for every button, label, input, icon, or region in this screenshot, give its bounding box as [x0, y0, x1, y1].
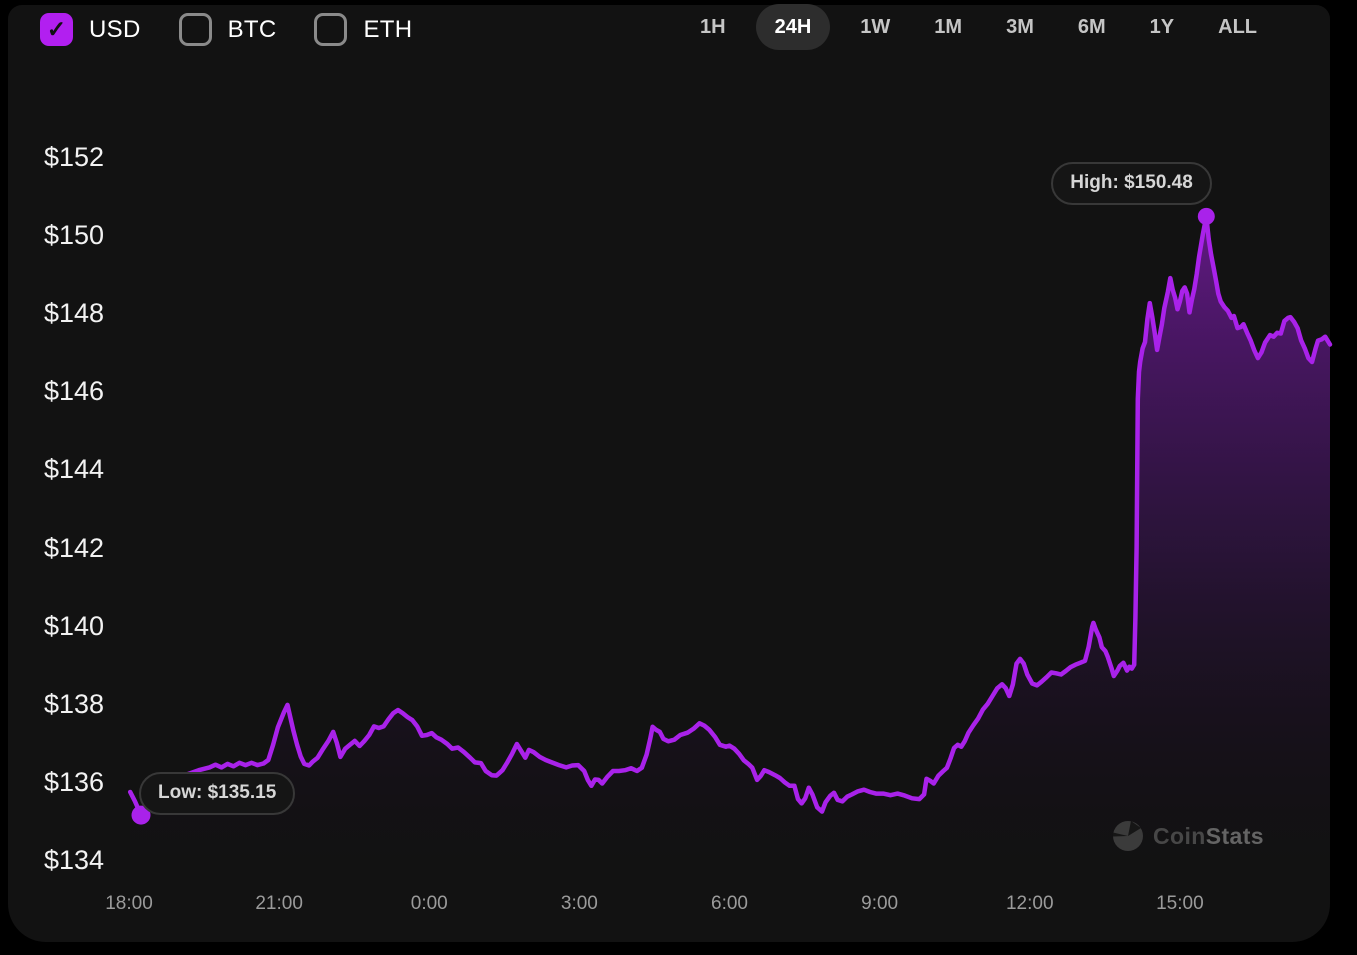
range-button-3m[interactable]: 3M	[992, 5, 1048, 49]
price-area-fill	[130, 216, 1331, 896]
watermark-stats: Stats	[1205, 822, 1264, 849]
y-axis-label: $144	[44, 454, 105, 485]
x-axis-label: 3:00	[560, 893, 598, 914]
currency-toggle-eth[interactable]: ETH	[314, 13, 412, 46]
checkbox-checked-icon[interactable]: ✓	[40, 13, 73, 46]
x-axis-label: 21:00	[255, 893, 303, 914]
range-button-all[interactable]: ALL	[1204, 5, 1271, 49]
currency-toggle-label: BTC	[227, 15, 277, 43]
y-axis-label: $146	[44, 376, 105, 407]
y-axis-label: $150	[44, 220, 105, 251]
coinstats-watermark: CoinStats	[1112, 820, 1264, 852]
coinstats-logo-icon	[1112, 820, 1144, 852]
checkbox-unchecked-icon[interactable]	[178, 13, 212, 46]
watermark-text: CoinStats	[1153, 823, 1264, 850]
x-axis-label: 12:00	[1005, 893, 1054, 914]
watermark-coin: Coin	[1153, 822, 1206, 849]
range-button-1h[interactable]: 1H	[686, 5, 740, 49]
x-axis-label: 15:00	[1156, 893, 1204, 914]
currency-toggles: ✓ USD BTC ETH	[40, 13, 412, 46]
y-axis-label: $148	[44, 298, 105, 329]
time-range-buttons: 1H 24H 1W 1M 3M 6M 1Y ALL	[686, 4, 1271, 50]
checkbox-unchecked-icon[interactable]	[314, 13, 348, 46]
y-axis-label: $152	[44, 142, 105, 172]
x-axis-label: 9:00	[861, 893, 899, 914]
y-axis-label: $140	[44, 610, 105, 641]
high-tooltip: High: $150.48	[1051, 162, 1212, 206]
high-point-marker	[1197, 207, 1215, 225]
x-axis-label: 0:00	[410, 893, 448, 914]
low-point-marker	[131, 805, 151, 825]
y-axis-label: $142	[44, 532, 105, 563]
y-axis-label: $136	[44, 766, 105, 797]
x-axis-label: 18:00	[105, 893, 153, 914]
range-button-1w[interactable]: 1W	[846, 5, 904, 49]
range-button-1y[interactable]: 1Y	[1136, 5, 1188, 49]
low-tooltip: Low: $135.15	[139, 772, 296, 815]
currency-toggle-label: USD	[89, 15, 141, 43]
currency-toggle-label: ETH	[363, 15, 413, 43]
range-button-1m[interactable]: 1M	[920, 5, 976, 49]
currency-toggle-usd[interactable]: ✓ USD	[40, 13, 141, 46]
x-axis-label: 6:00	[711, 893, 748, 914]
range-button-24h[interactable]: 24H	[755, 4, 831, 50]
price-line	[127, 214, 1333, 818]
y-axis-label: $134	[44, 845, 105, 875]
currency-toggle-btc[interactable]: BTC	[178, 13, 277, 46]
range-button-6m[interactable]: 6M	[1064, 5, 1120, 49]
y-axis-label: $138	[44, 688, 105, 719]
